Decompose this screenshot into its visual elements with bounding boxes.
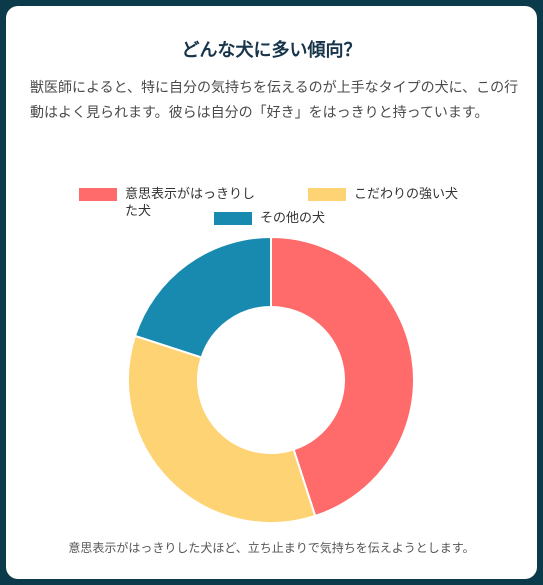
description-text: 獣医師によると、特に自分の気持ちを伝えるのが上手なタイプの犬に、この行動はよく見… [30,80,519,121]
legend-swatch [308,188,346,201]
legend-swatch [214,212,252,225]
doughnut-slice-2[interactable] [133,235,272,359]
doughnut-slice-1[interactable] [127,334,317,524]
legend-item-particular-dogs[interactable]: こだわりの強い犬 [308,186,458,203]
legend-label: その他の犬 [260,211,326,226]
doughnut-slice-0[interactable] [270,235,415,518]
chart-footnote: 意思表示がはっきりした犬ほど、立ち止まりで気持ちを伝えようとします。 [68,541,475,555]
legend-swatch [79,188,117,201]
chart-title: どんな犬に多い傾向？ [181,40,362,61]
legend-label: 意思表示がはっきりした犬 [125,187,256,219]
chart-card: どんな犬に多い傾向？ 獣医師によると、特に自分の気持ちを伝えるのが上手なタイプの… [6,6,537,579]
legend-label: こだわりの強い犬 [354,187,459,202]
doughnut-chart [127,235,415,524]
legend-item-decisive-dogs[interactable]: 意思表示がはっきりした犬 [79,186,279,220]
chart-legend: 意思表示がはっきりした犬 こだわりの強い犬 その他の犬 [6,178,537,228]
legend-item-other-dogs[interactable]: その他の犬 [214,210,325,227]
